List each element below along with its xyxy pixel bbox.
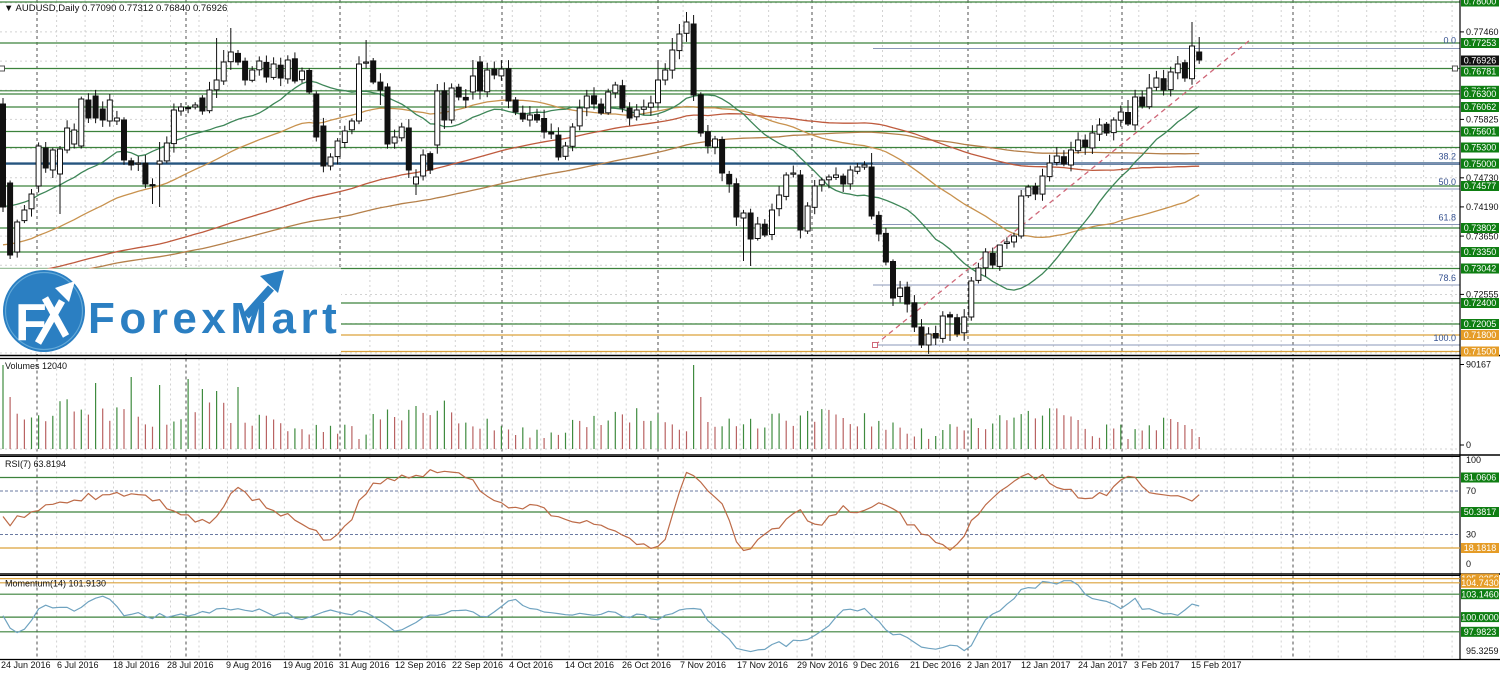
- svg-text:0.76062: 0.76062: [1464, 102, 1497, 112]
- svg-text:18 Jul 2016: 18 Jul 2016: [113, 660, 160, 670]
- svg-text:0.76781: 0.76781: [1464, 67, 1497, 77]
- svg-text:0.75300: 0.75300: [1464, 143, 1497, 153]
- svg-text:2 Jan 2017: 2 Jan 2017: [967, 660, 1012, 670]
- svg-text:0.72555: 0.72555: [1466, 290, 1499, 300]
- svg-text:24 Jan 2017: 24 Jan 2017: [1078, 660, 1128, 670]
- svg-text:Volumes 12040: Volumes 12040: [5, 361, 67, 371]
- svg-text:0.73650: 0.73650: [1466, 231, 1499, 241]
- svg-text:0.74730: 0.74730: [1466, 173, 1499, 183]
- svg-text:22 Sep 2016: 22 Sep 2016: [452, 660, 503, 670]
- svg-text:0.74577: 0.74577: [1464, 181, 1497, 191]
- svg-text:0.77460: 0.77460: [1466, 27, 1499, 37]
- svg-text:61.8: 61.8: [1438, 213, 1456, 223]
- svg-text:0.73802: 0.73802: [1464, 223, 1497, 233]
- svg-text:97.9823: 97.9823: [1464, 627, 1497, 637]
- svg-text:▼ AUDUSD,Daily 0.77090 0.7731: ▼ AUDUSD,Daily 0.77090 0.77312 0.76840 0…: [4, 3, 227, 14]
- svg-text:38.2: 38.2: [1438, 152, 1456, 162]
- svg-text:3 Feb 2017: 3 Feb 2017: [1134, 660, 1180, 670]
- svg-text:0: 0: [1466, 440, 1471, 450]
- svg-text:0.72005: 0.72005: [1464, 319, 1497, 329]
- svg-text:0.73042: 0.73042: [1464, 264, 1497, 274]
- svg-text:81.0606: 81.0606: [1464, 473, 1497, 483]
- svg-text:9 Dec 2016: 9 Dec 2016: [853, 660, 899, 670]
- svg-text:31 Aug 2016: 31 Aug 2016: [339, 660, 390, 670]
- svg-text:19 Aug 2016: 19 Aug 2016: [283, 660, 334, 670]
- svg-text:28 Jul 2016: 28 Jul 2016: [167, 660, 214, 670]
- svg-text:15 Feb 2017: 15 Feb 2017: [1191, 660, 1242, 670]
- svg-text:0.75601: 0.75601: [1464, 127, 1497, 137]
- svg-text:24 Jun 2016: 24 Jun 2016: [1, 660, 51, 670]
- svg-text:7 Nov 2016: 7 Nov 2016: [680, 660, 726, 670]
- svg-text:12 Jan 2017: 12 Jan 2017: [1021, 660, 1071, 670]
- svg-text:0.77253: 0.77253: [1464, 38, 1497, 48]
- svg-text:17 Nov 2016: 17 Nov 2016: [737, 660, 788, 670]
- svg-text:6 Jul 2016: 6 Jul 2016: [57, 660, 99, 670]
- svg-text:4 Oct 2016: 4 Oct 2016: [509, 660, 553, 670]
- svg-text:0.74190: 0.74190: [1466, 202, 1499, 212]
- svg-text:0.72400: 0.72400: [1464, 298, 1497, 308]
- svg-text:0.71500: 0.71500: [1464, 347, 1497, 357]
- svg-text:18.1818: 18.1818: [1464, 543, 1497, 553]
- svg-text:104.7430: 104.7430: [1461, 578, 1499, 588]
- svg-text:0.71800: 0.71800: [1464, 330, 1497, 340]
- svg-text:0.76926: 0.76926: [1464, 56, 1497, 66]
- svg-text:0.75000: 0.75000: [1464, 159, 1497, 169]
- svg-text:70: 70: [1466, 486, 1476, 496]
- svg-text:14 Oct 2016: 14 Oct 2016: [565, 660, 614, 670]
- svg-text:95.3259: 95.3259: [1466, 646, 1499, 656]
- svg-text:0.0: 0.0: [1443, 36, 1456, 46]
- svg-text:100: 100: [1466, 455, 1481, 465]
- svg-text:0: 0: [1466, 559, 1471, 569]
- svg-text:9 Aug 2016: 9 Aug 2016: [226, 660, 272, 670]
- svg-text:50.0: 50.0: [1438, 177, 1456, 187]
- svg-text:26 Oct 2016: 26 Oct 2016: [622, 660, 671, 670]
- svg-text:0.75825: 0.75825: [1466, 115, 1499, 125]
- svg-text:0.78000: 0.78000: [1464, 0, 1497, 7]
- svg-text:90167: 90167: [1466, 360, 1491, 370]
- svg-text:F: F: [15, 294, 47, 352]
- svg-text:100.0000: 100.0000: [1461, 612, 1499, 622]
- svg-text:50.3817: 50.3817: [1464, 507, 1497, 517]
- svg-text:0.73350: 0.73350: [1464, 247, 1497, 257]
- svg-text:21 Dec 2016: 21 Dec 2016: [910, 660, 961, 670]
- svg-text:29 Nov 2016: 29 Nov 2016: [797, 660, 848, 670]
- svg-text:103.1460: 103.1460: [1461, 589, 1499, 599]
- svg-text:Momentum(14) 101.9130: Momentum(14) 101.9130: [5, 579, 106, 589]
- svg-text:78.6: 78.6: [1438, 273, 1456, 283]
- svg-text:0.76300: 0.76300: [1464, 89, 1497, 99]
- svg-text:12 Sep 2016: 12 Sep 2016: [395, 660, 446, 670]
- svg-text:100.0: 100.0: [1433, 333, 1456, 343]
- svg-text:RSI(7) 63.8194: RSI(7) 63.8194: [5, 459, 66, 469]
- svg-text:ForexMart: ForexMart: [88, 294, 341, 343]
- svg-text:30: 30: [1466, 530, 1476, 540]
